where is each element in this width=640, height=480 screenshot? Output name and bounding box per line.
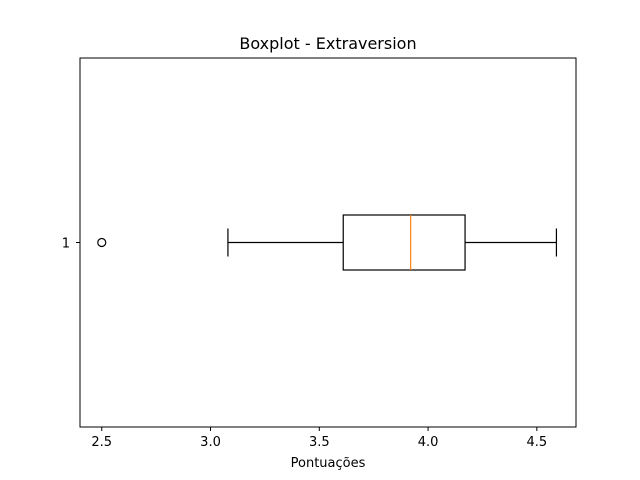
y-axis: 1: [62, 237, 80, 252]
chart-title: Boxplot - Extraversion: [239, 34, 416, 53]
x-axis: 2.5 3.0 3.5 4.0 4.5: [91, 427, 547, 450]
x-tick-label: 3.0: [200, 435, 221, 450]
y-tick-label: 1: [62, 237, 70, 252]
iqr-box: [342, 214, 466, 271]
x-axis-label: Pontuações: [291, 456, 366, 471]
x-tick-label: 2.5: [91, 435, 112, 450]
boxplot-series: [97, 214, 558, 271]
x-tick-label: 4.5: [526, 435, 547, 450]
x-tick-label: 3.5: [309, 435, 330, 450]
x-tick-label: 4.0: [418, 435, 439, 450]
outlier-point: [97, 237, 107, 248]
